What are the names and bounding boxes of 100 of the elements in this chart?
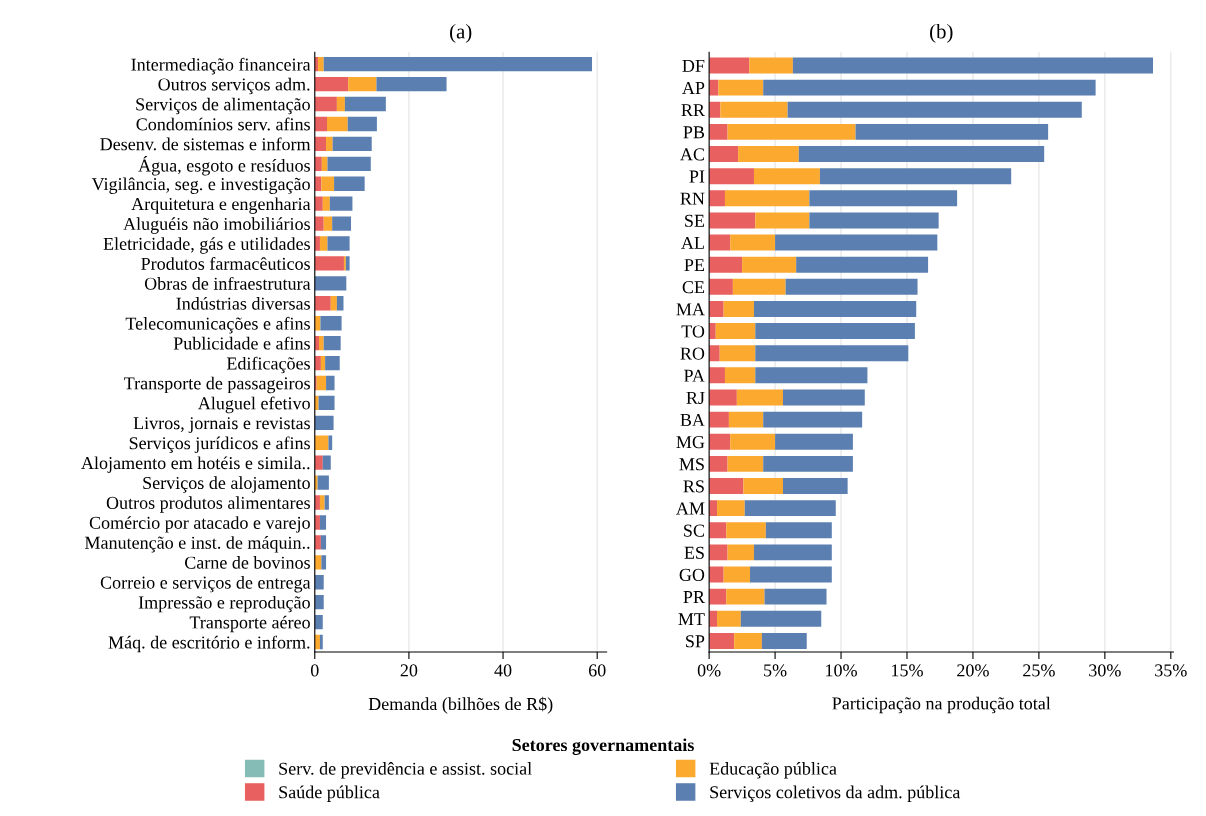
y-tick-label: RO bbox=[680, 347, 705, 360]
bar bbox=[334, 176, 365, 191]
y-tick-label: RR bbox=[681, 104, 705, 117]
bar bbox=[755, 367, 868, 384]
y-tick-label: CE bbox=[682, 281, 705, 294]
y-tick-label: AL bbox=[681, 236, 704, 249]
y-tick-label: PB bbox=[683, 126, 705, 139]
bar bbox=[314, 455, 323, 470]
y-tick-label: Outros produtos alimentares bbox=[106, 496, 310, 513]
y-tick-label: PR bbox=[683, 591, 705, 603]
bar bbox=[730, 433, 776, 450]
bar bbox=[753, 300, 917, 317]
x-tick-label: 60 bbox=[588, 664, 606, 677]
bar bbox=[709, 455, 728, 472]
legend-label: Serviços coletivos da adm. pública bbox=[710, 785, 961, 802]
y-tick-label: Aluguel efetivo bbox=[197, 396, 310, 414]
bar bbox=[326, 136, 333, 152]
y-tick-label: Correio e serviços de entrega bbox=[100, 575, 311, 593]
y-tick-label: Manutenção e inst. de máquin.. bbox=[84, 536, 310, 553]
chart-title: (b) bbox=[930, 23, 953, 43]
bar bbox=[709, 411, 729, 428]
bar bbox=[742, 256, 797, 273]
bar bbox=[314, 276, 347, 291]
bar bbox=[736, 389, 783, 406]
bar bbox=[744, 500, 836, 517]
y-tick-label: Obras de infraestrutura bbox=[144, 276, 311, 290]
bar bbox=[732, 278, 786, 295]
bar bbox=[323, 216, 333, 231]
y-tick-label: PE bbox=[684, 259, 705, 271]
bar bbox=[324, 495, 329, 510]
bar bbox=[314, 136, 327, 152]
bar bbox=[709, 300, 724, 317]
bar bbox=[709, 123, 728, 140]
bar bbox=[321, 176, 335, 191]
bar bbox=[314, 236, 320, 251]
y-tick-label: Transporte de passageiros bbox=[124, 376, 310, 394]
y-tick-label: Condomínios serv. afins bbox=[136, 117, 310, 131]
bar bbox=[709, 212, 756, 229]
y-tick-label: PA bbox=[684, 369, 705, 382]
bar bbox=[319, 335, 324, 351]
bar bbox=[709, 190, 725, 207]
bar bbox=[326, 375, 335, 391]
bar bbox=[709, 389, 737, 406]
bar bbox=[709, 367, 725, 384]
y-tick-label: MA bbox=[676, 303, 705, 316]
bar bbox=[314, 76, 349, 92]
x-axis-title: Demanda (bilhões de R$) bbox=[368, 696, 553, 714]
y-tick-label: TO bbox=[681, 325, 705, 338]
y-tick-label: ES bbox=[684, 546, 704, 559]
bar bbox=[855, 123, 1049, 140]
y-tick-label: Comércio por atacado e varejo bbox=[89, 516, 310, 533]
bar bbox=[709, 588, 727, 605]
bar bbox=[726, 588, 765, 605]
y-tick-label: SC bbox=[684, 524, 704, 537]
bar bbox=[709, 632, 735, 649]
legend-label: Serv. de previdência e assist. social bbox=[279, 762, 532, 779]
bar bbox=[724, 367, 756, 384]
bar bbox=[749, 57, 793, 74]
bar bbox=[314, 116, 327, 132]
bar bbox=[809, 190, 958, 207]
y-tick-label: MG bbox=[676, 436, 705, 449]
y-tick-label: Água, esgoto e resíduos bbox=[138, 156, 310, 176]
y-tick-label: Eletricidade, gás e utilidades bbox=[103, 237, 310, 254]
bar bbox=[376, 76, 447, 92]
y-tick-label: Edificações bbox=[226, 356, 310, 374]
bar bbox=[709, 146, 739, 162]
y-tick-label: Livros, jornais e revistas bbox=[133, 417, 310, 433]
y-tick-label: MT bbox=[678, 613, 705, 626]
bar bbox=[755, 345, 909, 362]
bar bbox=[329, 196, 353, 211]
bar bbox=[798, 146, 1045, 162]
bar bbox=[775, 433, 853, 450]
bar bbox=[319, 236, 328, 251]
bar bbox=[719, 345, 756, 362]
bar bbox=[314, 614, 323, 630]
bar bbox=[753, 168, 820, 185]
y-tick-label: Serviços de alimentação bbox=[136, 97, 310, 115]
bar bbox=[332, 136, 372, 152]
bar bbox=[709, 256, 743, 273]
bar bbox=[726, 522, 766, 539]
bar bbox=[750, 566, 832, 583]
bar bbox=[723, 566, 751, 583]
bar bbox=[715, 323, 756, 340]
bar bbox=[709, 522, 727, 539]
bar bbox=[765, 522, 832, 539]
y-tick-label: RN bbox=[680, 192, 705, 205]
bar bbox=[314, 355, 321, 371]
x-tick-label: 20 bbox=[400, 664, 418, 677]
bar bbox=[730, 234, 776, 251]
bar bbox=[763, 411, 863, 428]
bar bbox=[348, 76, 377, 92]
legend-label: Saúde pública bbox=[279, 785, 380, 802]
legend-label: Educação pública bbox=[709, 762, 837, 779]
x-axis-title: Participação na produção total bbox=[832, 696, 1051, 714]
bar bbox=[763, 455, 853, 472]
bar bbox=[743, 478, 783, 494]
bar bbox=[332, 216, 352, 231]
bar bbox=[328, 435, 333, 450]
bar bbox=[709, 566, 724, 583]
y-tick-label: AC bbox=[680, 148, 704, 161]
